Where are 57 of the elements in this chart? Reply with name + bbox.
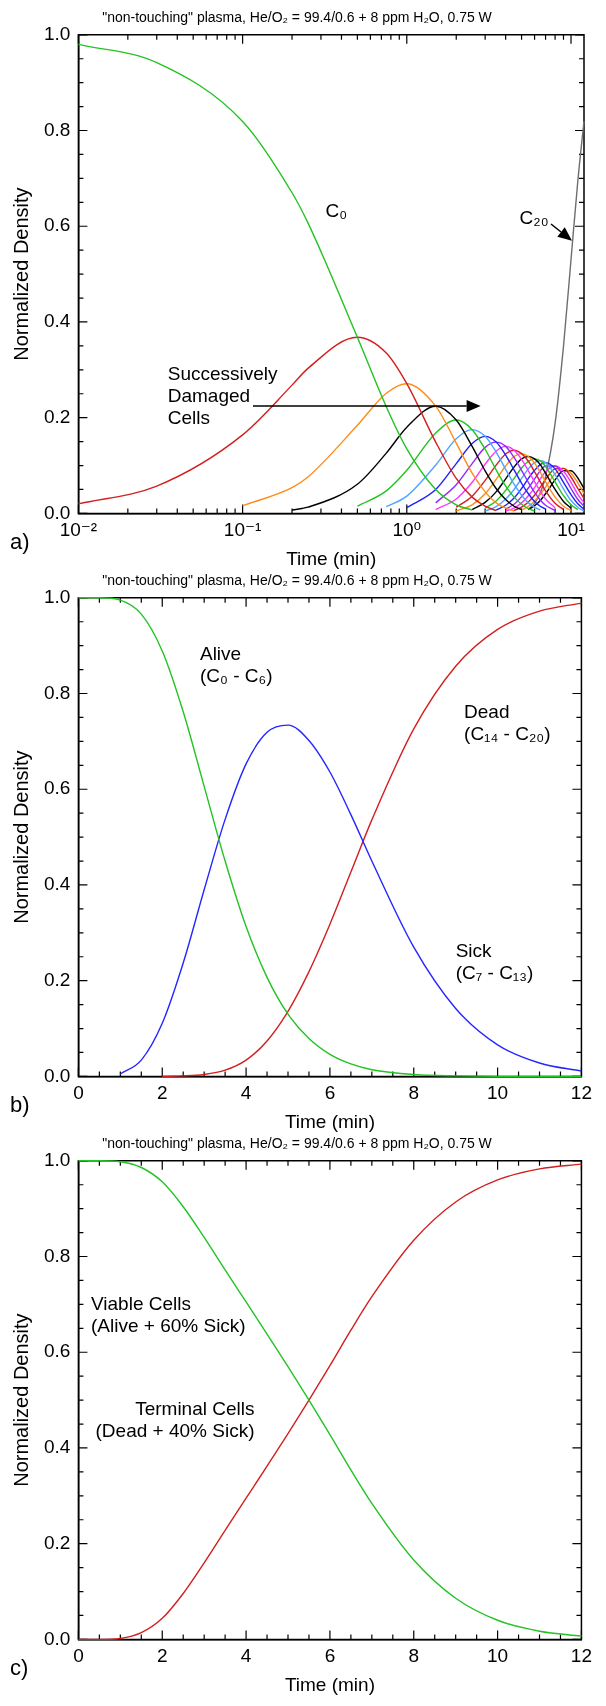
series-label: Viable Cells (Alive + 60% Sick) <box>90 1292 246 1336</box>
series-label: C₂₀ <box>519 207 549 229</box>
x-tick-label: 10⁻¹ <box>223 519 262 541</box>
x-tick-label: 0 <box>73 1082 84 1104</box>
x-tick-label: 10⁰ <box>392 519 422 541</box>
y-tick-label: 0.6 <box>43 1340 71 1362</box>
y-tick-label: 1.0 <box>43 586 71 608</box>
series-label: Dead (C₁₄ - C₂₀) <box>464 700 551 744</box>
chart-title: "non-touching" plasma, He/O₂ = 99.4/0.6 + 8 ppm H₂O, 0.75 W <box>102 572 493 589</box>
x-tick-label: 4 <box>240 1645 252 1667</box>
chart-title: "non-touching" plasma, He/O₂ = 99.4/0.6 + 8 ppm H₂O, 0.75 W <box>102 9 493 26</box>
y-tick-label: 0.4 <box>43 310 71 332</box>
x-tick-label: 6 <box>324 1645 336 1667</box>
y-tick-label: 0.6 <box>43 214 71 236</box>
line-series <box>119 724 583 1075</box>
x-tick-label: 12 <box>570 1082 592 1104</box>
y-tick-label: 0.6 <box>43 777 71 799</box>
x-tick-label: 2 <box>156 1645 168 1667</box>
x-tick-label: 10 <box>487 1645 509 1667</box>
y-tick-label: 1.0 <box>43 1149 71 1171</box>
y-axis-title: Normalized Density <box>9 187 32 361</box>
text: a) <box>10 529 30 555</box>
y-tick-label: 0.8 <box>43 1244 71 1266</box>
chart-title: "non-touching" plasma, He/O₂ = 99.4/0.6 + 8 ppm H₂O, 0.75 W <box>102 1135 493 1152</box>
x-tick-label: 0 <box>73 1645 84 1667</box>
annotation: Successively Damaged Cells <box>167 362 279 428</box>
text: b) <box>10 1092 30 1118</box>
x-tick-label: 4 <box>240 1082 252 1104</box>
x-axis-title: Time (min) <box>284 1110 375 1132</box>
x-tick-label: 10 <box>487 1082 509 1104</box>
y-tick-label: 0.0 <box>43 1627 71 1649</box>
x-tick-label: 2 <box>156 1082 168 1104</box>
y-tick-label: 0.0 <box>43 1064 71 1086</box>
x-axis-title: Time (min) <box>284 1673 375 1695</box>
y-tick-label: 0.2 <box>43 405 71 427</box>
x-tick-label: 10¹ <box>557 519 585 541</box>
line-series <box>161 602 583 1078</box>
series-label: Alive (C₀ - C₆) <box>199 643 273 687</box>
x-tick-label: 8 <box>408 1082 420 1104</box>
y-axis-title: Normalized Density <box>9 1313 32 1487</box>
y-tick-label: 1.0 <box>43 23 71 45</box>
x-axis-title: Time (min) <box>286 547 377 569</box>
y-axis-title: Normalized Density <box>9 750 32 924</box>
series-label: C₀ <box>325 200 348 222</box>
y-tick-label: 0.2 <box>43 968 71 990</box>
series-label: Sick (C₇ - C₁₃) <box>455 940 534 984</box>
line-series <box>77 597 583 1078</box>
x-tick-label: 12 <box>570 1645 592 1667</box>
x-tick-label: 8 <box>408 1645 420 1667</box>
y-tick-label: 0.8 <box>43 681 71 703</box>
y-tick-label: 0.4 <box>43 1436 71 1458</box>
x-tick-label: 6 <box>324 1082 336 1104</box>
y-tick-label: 0.4 <box>43 873 71 895</box>
series-label: Terminal Cells (Dead + 40% Sick) <box>95 1397 255 1441</box>
y-tick-label: 0.8 <box>43 118 71 140</box>
y-tick-label: 0.2 <box>43 1531 71 1553</box>
text: c) <box>10 1655 29 1681</box>
